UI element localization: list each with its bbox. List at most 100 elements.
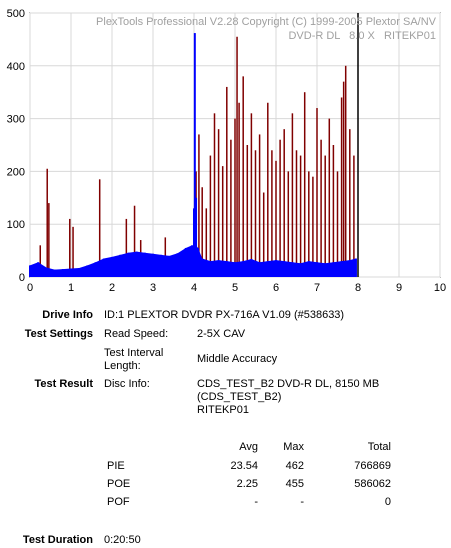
y-tick-label: 0 xyxy=(19,272,25,284)
poe-bar xyxy=(340,97,343,277)
x-tick-label: 10 xyxy=(434,282,446,294)
stats-row-name: PIE xyxy=(107,460,125,472)
stats-row-max: 455 xyxy=(285,478,304,490)
read-speed-value: 2-5X CAV xyxy=(197,328,246,340)
y-tick-label: 500 xyxy=(7,8,25,20)
test-duration-value: 0:20:50 xyxy=(104,534,141,546)
poe-bar xyxy=(312,176,314,277)
test-result-label: Test Result xyxy=(34,378,93,390)
poe-bar xyxy=(283,129,285,277)
test-interval-label: Test Interval xyxy=(104,347,164,359)
poe-bar xyxy=(198,134,200,277)
poe-bar xyxy=(332,145,335,277)
x-tick-label: 6 xyxy=(273,282,279,294)
x-tick-label: 7 xyxy=(314,282,320,294)
drive-info-value: ID:1 PLEXTOR DVDR PX-716A V1.09 (#538633… xyxy=(104,309,345,321)
drive-info-label: Drive Info xyxy=(42,309,93,321)
stats-row-total: 766869 xyxy=(354,460,391,472)
y-tick-label: 400 xyxy=(7,61,25,73)
test-interval-label-2: Length: xyxy=(104,360,141,372)
poe-bar xyxy=(242,76,244,277)
poe-bar xyxy=(344,65,347,277)
stats-row-max: - xyxy=(300,496,304,508)
poe-bar xyxy=(258,134,261,277)
pie-poe-chart: 0 100 200 300 400 500 0 1 2 3 4 5 6 7 8 9 10 PlexTools … xyxy=(7,8,446,294)
disc-info-line-2: (CDS_TEST_B2) xyxy=(197,391,282,403)
stats-row-avg: 2.25 xyxy=(236,478,258,490)
poe-bar xyxy=(250,113,253,277)
poe-bar xyxy=(353,155,355,277)
poe-bar xyxy=(238,102,240,277)
stats-row-total: 0 xyxy=(384,496,391,508)
disc-info-line-3: RITEKP01 xyxy=(197,404,249,416)
test-interval-value: Middle Accuracy xyxy=(197,353,278,365)
poe-bar xyxy=(316,108,318,277)
poe-bar xyxy=(295,150,298,277)
poe-bar xyxy=(69,218,71,277)
stats-row-avg: - xyxy=(254,496,258,508)
poe-bar xyxy=(201,187,203,277)
poe-bar xyxy=(271,150,273,277)
poe-bar xyxy=(336,171,339,277)
stats-header-total: Total xyxy=(367,441,391,453)
chart-title: PlexTools Professional V2.28 Copyright (… xyxy=(96,16,437,28)
poe-bar xyxy=(48,203,50,277)
poe-bar xyxy=(205,208,208,277)
poe-bar xyxy=(320,139,322,277)
pie-area xyxy=(30,245,356,277)
stats-header-avg: Avg xyxy=(239,441,258,453)
stats-row-total: 586062 xyxy=(354,478,391,490)
poe-bar xyxy=(324,155,326,277)
read-speed-label: Read Speed: xyxy=(104,328,169,340)
poe-bar xyxy=(328,118,331,277)
x-axis-ticks: 0 1 2 3 4 5 6 7 8 9 10 xyxy=(27,282,446,294)
x-tick-label: 1 xyxy=(68,282,74,294)
test-settings-label: Test Settings xyxy=(24,328,93,340)
x-tick-label: 0 xyxy=(27,282,33,294)
poe-bar xyxy=(226,86,228,277)
poe-bar xyxy=(98,179,101,277)
stats-row-avg: 23.54 xyxy=(230,460,258,472)
x-tick-label: 8 xyxy=(355,282,361,294)
poe-bar xyxy=(213,113,216,277)
stats-row-name: POF xyxy=(107,496,130,508)
poe-bar xyxy=(230,139,232,277)
disc-info-line-1: CDS_TEST_B2 DVD-R DL, 8150 MB xyxy=(197,378,380,390)
y-axis-ticks: 0 100 200 300 400 500 xyxy=(7,8,25,284)
x-tick-label: 5 xyxy=(232,282,238,294)
pie-bar xyxy=(193,33,196,278)
poe-bar xyxy=(46,168,48,277)
disc-info-label: Disc Info: xyxy=(104,378,150,390)
poe-bar xyxy=(287,171,290,277)
poe-bar xyxy=(133,205,136,277)
poe-bar xyxy=(291,113,294,277)
x-tick-label: 2 xyxy=(109,282,115,294)
x-tick-label: 4 xyxy=(191,282,197,294)
chart-subtitle: DVD-R DL 8.0 X RITEKP01 xyxy=(288,30,436,42)
stats-row-name: POE xyxy=(107,478,131,490)
poe-bar xyxy=(236,36,238,278)
x-tick-label: 3 xyxy=(150,282,156,294)
y-tick-label: 200 xyxy=(7,166,25,178)
y-tick-label: 300 xyxy=(7,114,25,126)
poe-bar xyxy=(349,129,351,277)
poe-bar xyxy=(303,92,306,277)
poe-bar xyxy=(342,81,345,277)
poe-bar xyxy=(39,245,41,277)
poe-bar xyxy=(262,192,265,277)
y-tick-label: 100 xyxy=(7,219,25,231)
pie-bar xyxy=(195,197,198,277)
poe-bar xyxy=(275,160,277,277)
poe-bar xyxy=(209,155,212,277)
poe-bar xyxy=(299,155,302,277)
poe-bar xyxy=(217,129,220,277)
poe-bar xyxy=(234,118,236,277)
stats-row-max: 462 xyxy=(285,460,304,472)
poe-bar xyxy=(72,226,74,277)
test-duration-label: Test Duration xyxy=(22,534,93,546)
poe-bar xyxy=(254,150,257,277)
stats-header-max: Max xyxy=(283,441,304,453)
poe-bar xyxy=(125,218,128,277)
poe-bar xyxy=(246,145,249,277)
x-tick-label: 9 xyxy=(396,282,402,294)
